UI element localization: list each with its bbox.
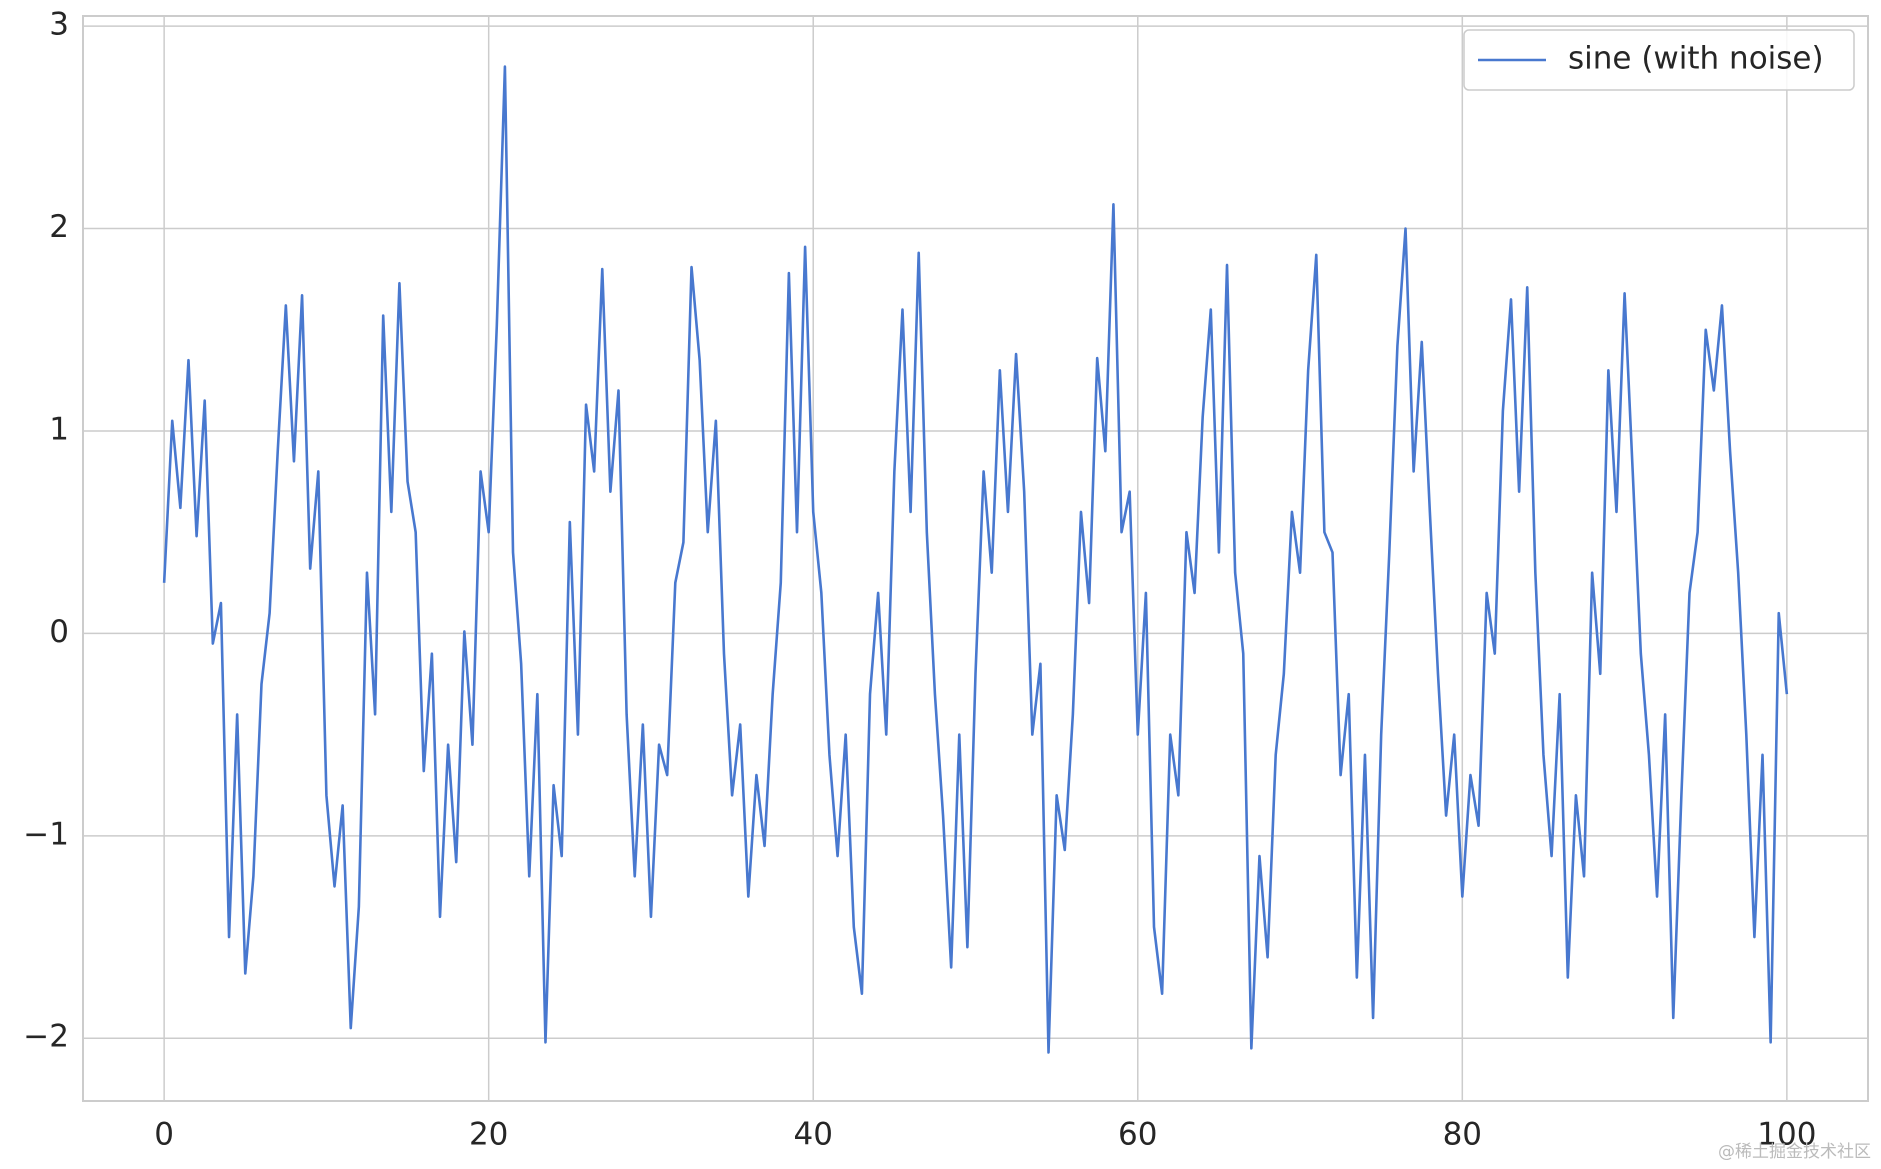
y-tick-label: 1: [49, 411, 69, 447]
legend-label: sine (with noise): [1568, 41, 1824, 77]
x-tick-label: 80: [1443, 1117, 1482, 1153]
legend-box: [1463, 29, 1855, 91]
y-tick-label: 2: [49, 209, 69, 245]
plot-frame: [82, 15, 1869, 1102]
y-tick-label: 0: [49, 614, 69, 650]
x-tick-label: 0: [154, 1117, 174, 1153]
x-tick-label: 40: [794, 1117, 833, 1153]
y-tick-label: 3: [49, 7, 69, 43]
y-tick-label: −1: [23, 816, 69, 852]
watermark: @稀土掘金技术社区: [1718, 1142, 1871, 1162]
x-tick-label: 20: [469, 1117, 508, 1153]
y-tick-label: −2: [23, 1019, 69, 1055]
x-tick-label: 60: [1118, 1117, 1157, 1153]
data-line: [162, 65, 1789, 1054]
x-tick-label: 100: [1757, 1117, 1816, 1153]
